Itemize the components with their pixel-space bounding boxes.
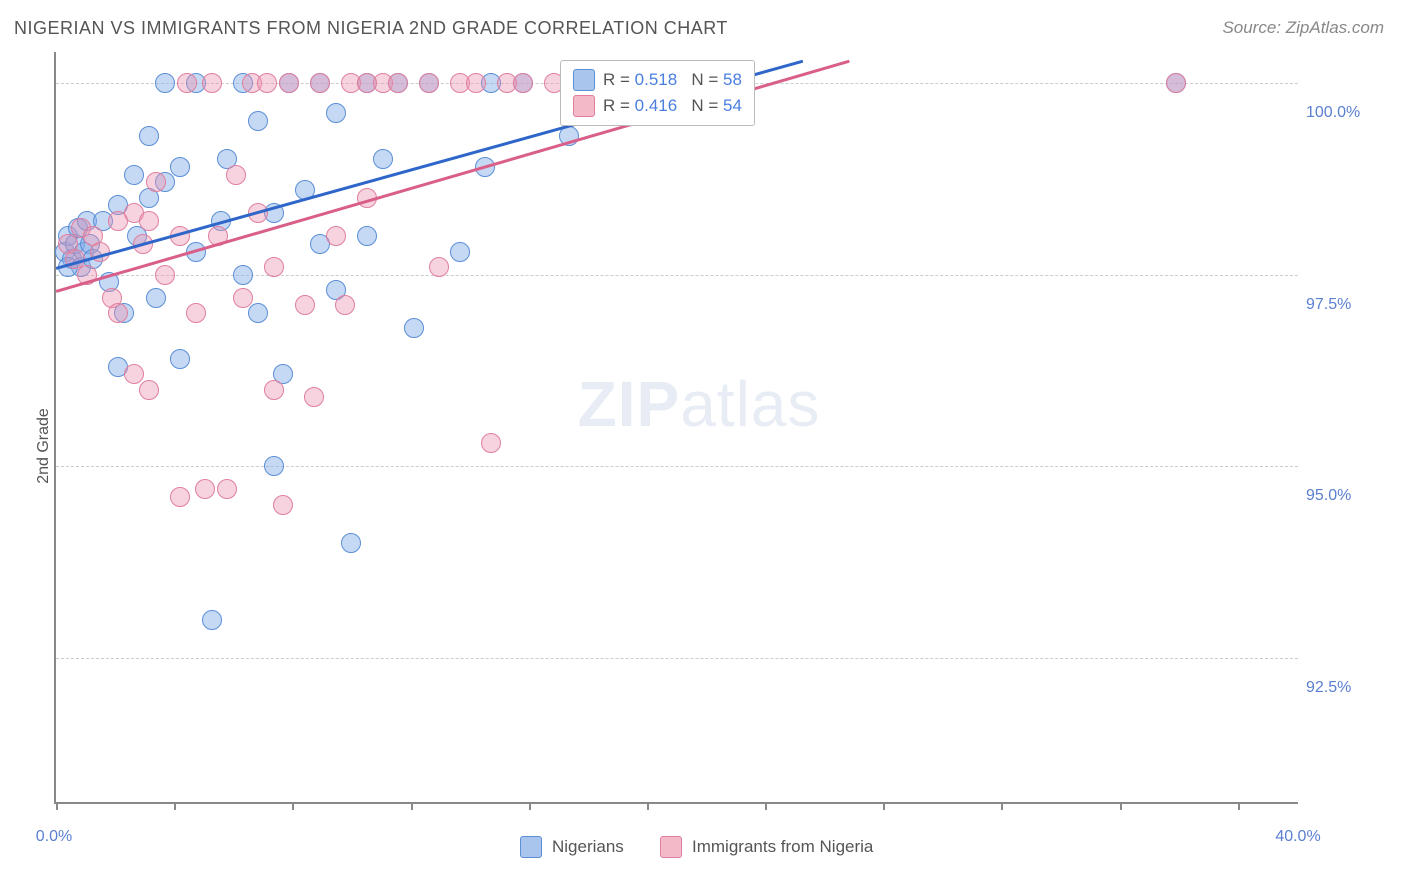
scatter-point — [264, 456, 284, 476]
scatter-point — [295, 295, 315, 315]
scatter-point — [202, 73, 222, 93]
scatter-point — [264, 380, 284, 400]
scatter-point — [273, 495, 293, 515]
scatter-point — [264, 257, 284, 277]
scatter-point — [170, 349, 190, 369]
legend-box: R = 0.518 N = 58 R = 0.416 N = 54 — [560, 60, 755, 126]
xtick — [56, 802, 58, 810]
scatter-point — [335, 295, 355, 315]
scatter-point — [429, 257, 449, 277]
xtick — [411, 802, 413, 810]
watermark-light: atlas — [680, 368, 820, 440]
scatter-point — [233, 265, 253, 285]
scatter-point — [202, 610, 222, 630]
scatter-point — [146, 288, 166, 308]
scatter-point — [139, 380, 159, 400]
ytick-label: 97.5% — [1306, 296, 1376, 314]
scatter-point — [304, 387, 324, 407]
scatter-point — [217, 479, 237, 499]
ytick-label: 92.5% — [1306, 679, 1376, 697]
scatter-point — [186, 303, 206, 323]
scatter-point — [155, 73, 175, 93]
legend-row: R = 0.518 N = 58 — [573, 67, 742, 93]
legend-bottom-item: Immigrants from Nigeria — [660, 836, 873, 858]
legend-row: R = 0.416 N = 54 — [573, 93, 742, 119]
xtick — [883, 802, 885, 810]
scatter-point — [404, 318, 424, 338]
xtick — [647, 802, 649, 810]
scatter-point — [248, 111, 268, 131]
source-label: Source: ZipAtlas.com — [1222, 18, 1384, 38]
legend-text: R = 0.416 N = 54 — [603, 96, 742, 116]
legend-swatch — [520, 836, 542, 858]
xaxis-label: 40.0% — [1275, 828, 1320, 846]
xaxis-label: 0.0% — [36, 828, 72, 846]
ytick-label: 95.0% — [1306, 487, 1376, 505]
gridline — [56, 658, 1298, 659]
scatter-point — [466, 73, 486, 93]
scatter-point — [233, 288, 253, 308]
scatter-point — [1166, 73, 1186, 93]
legend-text: R = 0.518 N = 58 — [603, 70, 742, 90]
xtick — [765, 802, 767, 810]
scatter-point — [373, 149, 393, 169]
scatter-point — [310, 73, 330, 93]
scatter-point — [124, 364, 144, 384]
scatter-point — [155, 265, 175, 285]
ytick-label: 100.0% — [1306, 104, 1376, 122]
plot-area: ZIPatlas 92.5%95.0%97.5%100.0% — [54, 52, 1298, 804]
scatter-point — [513, 73, 533, 93]
scatter-point — [124, 165, 144, 185]
legend-swatch — [573, 95, 595, 117]
xtick — [1120, 802, 1122, 810]
scatter-point — [419, 73, 439, 93]
scatter-point — [481, 433, 501, 453]
scatter-point — [146, 172, 166, 192]
xtick — [1001, 802, 1003, 810]
scatter-point — [450, 242, 470, 262]
scatter-point — [108, 303, 128, 323]
scatter-point — [170, 487, 190, 507]
scatter-point — [388, 73, 408, 93]
gridline — [56, 466, 1298, 467]
scatter-point — [326, 103, 346, 123]
xtick — [1238, 802, 1240, 810]
scatter-point — [177, 73, 197, 93]
legend-bottom-item: Nigerians — [520, 836, 624, 858]
legend-label: Nigerians — [552, 837, 624, 857]
scatter-point — [279, 73, 299, 93]
scatter-point — [257, 73, 277, 93]
legend-swatch — [573, 69, 595, 91]
scatter-point — [226, 165, 246, 185]
chart-container: NIGERIAN VS IMMIGRANTS FROM NIGERIA 2ND … — [0, 0, 1406, 892]
y-axis-label: 2nd Grade — [35, 408, 53, 484]
scatter-point — [357, 226, 377, 246]
scatter-point — [170, 157, 190, 177]
watermark: ZIPatlas — [578, 367, 821, 441]
scatter-point — [139, 211, 159, 231]
scatter-point — [326, 226, 346, 246]
scatter-point — [195, 479, 215, 499]
legend-label: Immigrants from Nigeria — [692, 837, 873, 857]
xtick — [529, 802, 531, 810]
scatter-point — [248, 303, 268, 323]
scatter-point — [341, 533, 361, 553]
legend-swatch — [660, 836, 682, 858]
xtick — [174, 802, 176, 810]
scatter-point — [139, 126, 159, 146]
chart-title: NIGERIAN VS IMMIGRANTS FROM NIGERIA 2ND … — [14, 18, 728, 39]
xtick — [292, 802, 294, 810]
watermark-bold: ZIP — [578, 368, 681, 440]
